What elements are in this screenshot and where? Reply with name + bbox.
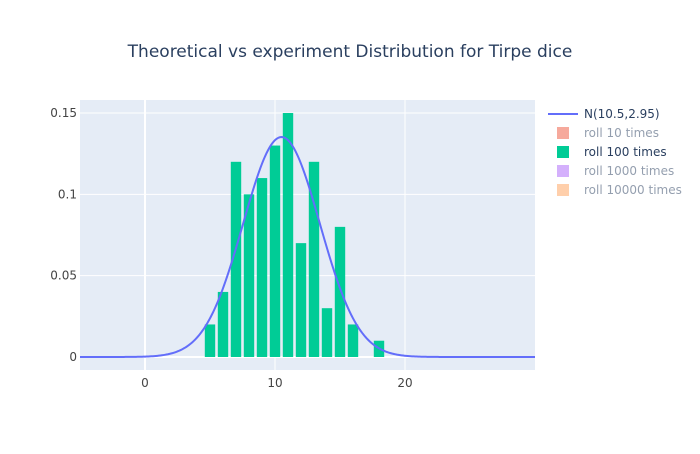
bar-10[interactable] [269,145,281,357]
legend-item[interactable]: roll 10000 times [557,183,682,197]
legend-label: roll 1000 times [584,164,674,178]
normal-curve-line[interactable] [80,136,535,358]
normal-curve [80,136,535,358]
y-tick-label: 0 [69,350,77,364]
legend-label: roll 100 times [584,145,667,159]
legend-item[interactable]: roll 100 times [557,145,667,159]
chart-title: Theoretical vs experiment Distribution f… [127,42,573,62]
bar-8[interactable] [243,194,255,357]
legend-label: N(10.5,2.95) [584,107,660,121]
y-axis-ticks: 0 0.05 0.1 0.15 [50,106,77,364]
legend: N(10.5,2.95) roll 10 times roll 100 times r… [548,107,682,197]
bar-12[interactable] [295,243,307,357]
x-tick-label: 20 [397,376,412,390]
bar-5[interactable] [204,324,216,357]
legend-bar-swatch [557,184,569,196]
legend-item[interactable]: roll 1000 times [557,164,674,178]
bars [204,113,385,357]
x-tick-label: 0 [141,376,149,390]
y-tick-label: 0.05 [50,269,77,283]
x-tick-label: 10 [267,376,282,390]
bar-15[interactable] [334,226,346,357]
plot-background [80,100,535,370]
bar-13[interactable] [308,161,320,357]
bar-16[interactable] [347,324,359,357]
legend-label: roll 10 times [584,126,659,140]
legend-bar-swatch [557,146,569,158]
y-tick-label: 0.15 [50,106,77,120]
bar-6[interactable] [217,291,229,357]
legend-bar-swatch [557,127,569,139]
plot-area[interactable] [80,100,535,370]
bar-11[interactable] [282,113,294,357]
bar-14[interactable] [321,308,333,357]
legend-bar-swatch [557,165,569,177]
bar-9[interactable] [256,178,268,357]
x-axis-ticks: 0 10 20 [141,376,412,390]
legend-label: roll 10000 times [584,183,682,197]
legend-item[interactable]: N(10.5,2.95) [548,107,660,121]
bar-7[interactable] [230,161,242,357]
y-tick-label: 0.1 [58,187,77,201]
legend-item[interactable]: roll 10 times [557,126,659,140]
